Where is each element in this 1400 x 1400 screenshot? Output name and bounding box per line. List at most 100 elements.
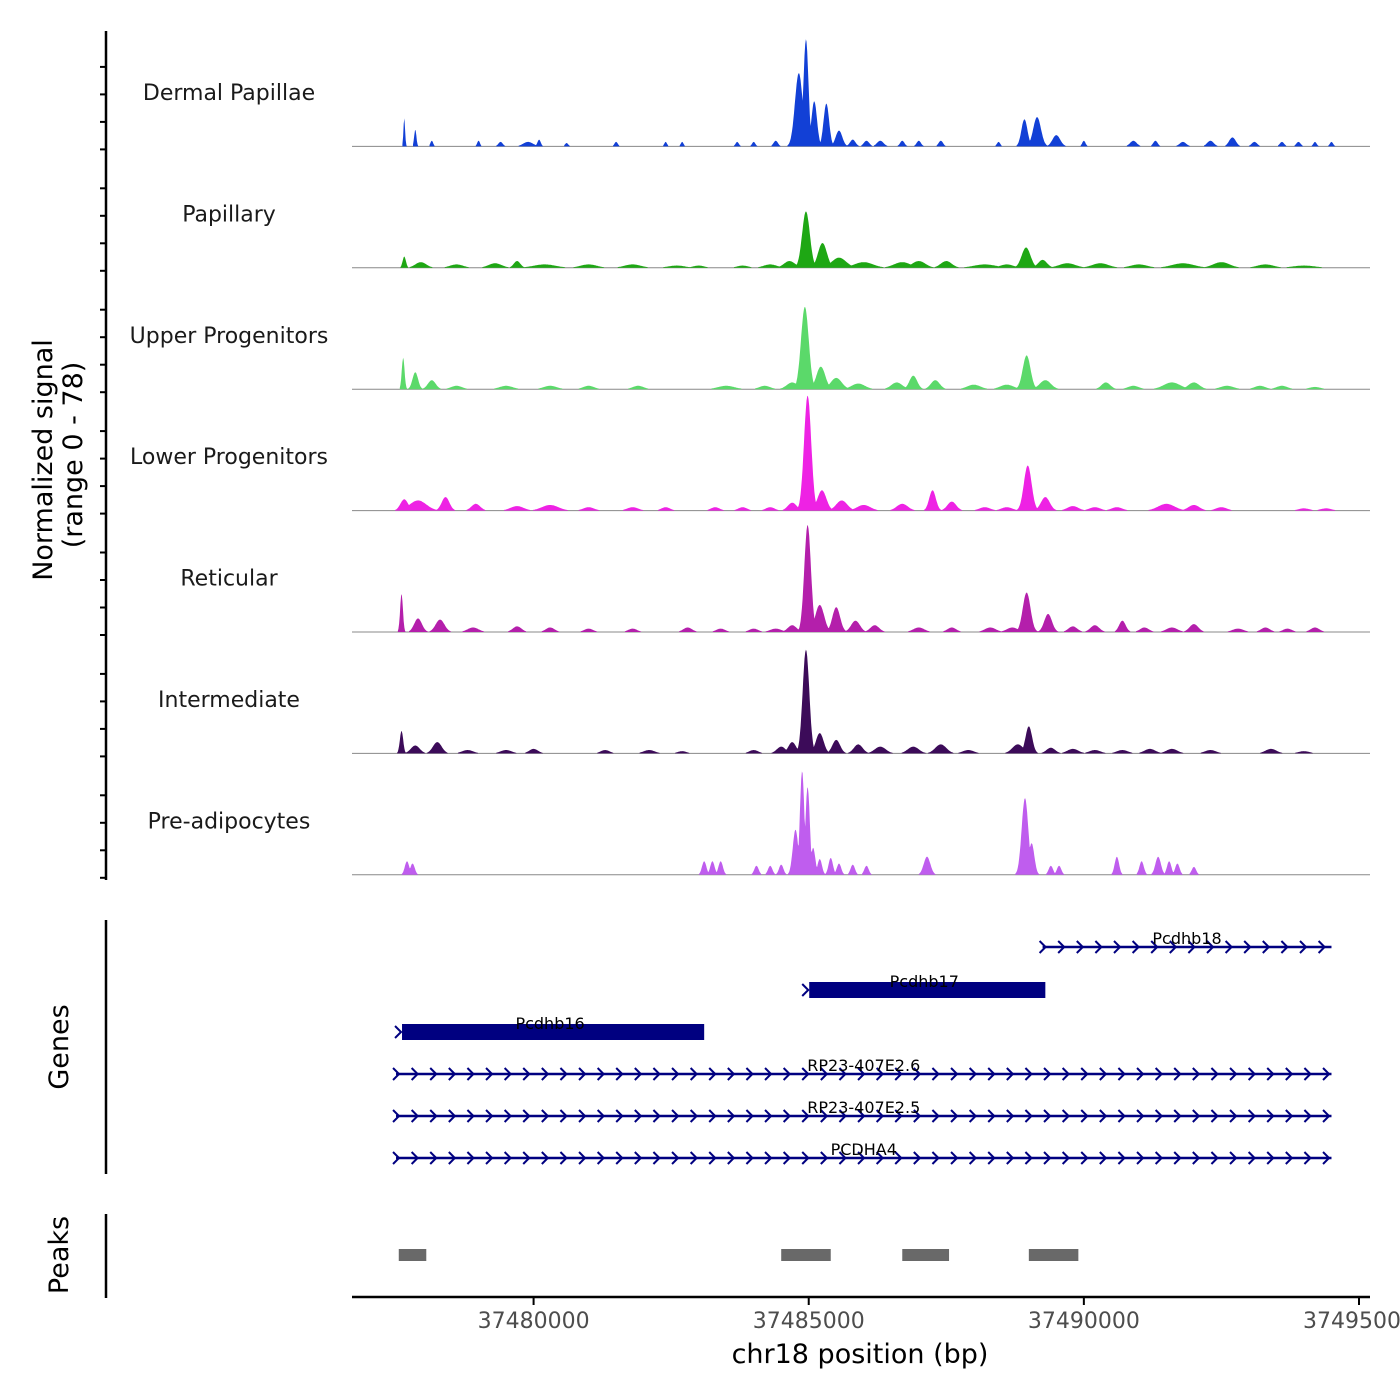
strand-arrow [987, 1067, 996, 1081]
strand-arrow [522, 1151, 531, 1165]
x-axis-label: chr18 position (bp) [732, 1339, 989, 1370]
strand-arrow [1247, 1151, 1257, 1165]
x-axis-ticks: 37480000 37485000 37490000 37495000 [478, 1297, 1400, 1334]
strand-arrow [1154, 1067, 1164, 1081]
track-label: Dermal Papillae [143, 81, 315, 106]
gene-label: Pcdhb17 [890, 972, 959, 991]
strand-arrow [448, 1067, 457, 1081]
track-papillary: Papillary [182, 202, 1370, 269]
strand-arrow [634, 1109, 643, 1123]
gene-rp23-407e2-5: RP23-407E2.5 [392, 1098, 1332, 1123]
strand-arrow [652, 1151, 661, 1165]
gene-pcdha4: PCDHA4 [392, 1140, 1332, 1165]
strand-arrow [745, 1109, 754, 1123]
strand-arrow [1043, 1109, 1052, 1123]
peak-region [398, 1249, 427, 1261]
coverage-area [400, 211, 1323, 268]
strand-arrow [392, 1151, 401, 1165]
strand-arrow [410, 1067, 420, 1081]
peak-region-track [398, 1249, 1079, 1261]
gene-annotation-track: Pcdhb18 Pcdhb17 Pcdhb16 RP23-407E2.6 RP23-40… [392, 929, 1332, 1165]
x-tick-label: 37495000 [1303, 1309, 1400, 1334]
strand-arrow [1150, 940, 1159, 954]
strand-arrow [838, 1151, 847, 1165]
strand-arrow [1080, 1151, 1089, 1165]
gene-pcdhb18: Pcdhb18 [1038, 929, 1332, 954]
track-label: Lower Progenitors [130, 445, 328, 470]
strand-arrow [764, 1109, 773, 1123]
strand-arrow [1136, 1067, 1145, 1081]
strand-arrow [1024, 1151, 1033, 1165]
track-pre-adipocytes: Pre-adipocytes [148, 771, 1370, 876]
track-intermediate: Intermediate [158, 649, 1370, 754]
strand-arrow [801, 983, 810, 997]
strand-arrow [1154, 1109, 1164, 1123]
strand-arrow [708, 1151, 717, 1165]
strand-arrow [615, 1151, 624, 1165]
strand-arrow [820, 1067, 829, 1081]
y-axis-label-line2: (range 0 - 78) [58, 362, 89, 549]
strand-arrow [801, 1109, 810, 1123]
peak-region [781, 1249, 831, 1261]
gene-label: RP23-407E2.6 [807, 1056, 920, 1075]
strand-arrow [1080, 1109, 1089, 1123]
strand-arrow [541, 1067, 550, 1081]
peak-region [1028, 1249, 1079, 1261]
strand-arrow [1173, 1109, 1182, 1123]
strand-arrow [485, 1067, 494, 1081]
strand-arrow [671, 1067, 680, 1081]
strand-arrow [1303, 1109, 1312, 1123]
strand-arrow [1285, 1109, 1294, 1123]
strand-arrow [1266, 1067, 1275, 1081]
strand-arrow [559, 1109, 568, 1123]
strand-arrow [745, 1067, 754, 1081]
strand-arrow [1043, 1151, 1052, 1165]
strand-arrow [559, 1067, 568, 1081]
strand-arrow [615, 1067, 624, 1081]
strand-arrow [782, 1109, 792, 1123]
strand-arrow [894, 1109, 903, 1123]
gene-label: RP23-407E2.5 [807, 1098, 920, 1117]
strand-arrow [634, 1067, 643, 1081]
strand-arrow [913, 1151, 922, 1165]
genes-panel-label: Genes [44, 1004, 75, 1089]
strand-arrow [1006, 1151, 1015, 1165]
strand-arrow [578, 1151, 587, 1165]
strand-arrow [801, 1067, 810, 1081]
strand-arrow [950, 1067, 959, 1081]
strand-arrow [1136, 1151, 1145, 1165]
strand-arrow [968, 1109, 978, 1123]
strand-arrow [1061, 1067, 1071, 1081]
coverage-area [397, 649, 1314, 754]
strand-arrow [727, 1109, 736, 1123]
coverage-tracks: Dermal Papillae Papillary Upper Progenitor… [130, 39, 1370, 876]
strand-arrow [1210, 1067, 1219, 1081]
strand-arrow [857, 1151, 866, 1165]
strand-arrow [1187, 940, 1196, 954]
strand-arrow [857, 1067, 866, 1081]
strand-arrow [671, 1151, 680, 1165]
strand-arrow [950, 1109, 959, 1123]
strand-arrow [1057, 940, 1066, 954]
strand-arrow [394, 1025, 403, 1039]
strand-arrow [1285, 1067, 1294, 1081]
strand-arrow [1099, 1151, 1108, 1165]
strand-arrow [1206, 940, 1215, 954]
strand-arrow [1229, 1067, 1238, 1081]
strand-arrow [1303, 1067, 1312, 1081]
strand-arrow [689, 1109, 699, 1123]
strand-arrow [1192, 1067, 1201, 1081]
strand-arrow [1099, 1067, 1108, 1081]
strand-arrow [987, 1109, 996, 1123]
strand-arrow [1224, 940, 1234, 954]
x-tick-label: 37490000 [1028, 1309, 1140, 1334]
strand-arrow [1229, 1109, 1238, 1123]
track-reticular: Reticular [180, 525, 1370, 633]
strand-arrow [875, 1109, 885, 1123]
x-tick-label: 37485000 [753, 1309, 865, 1334]
strand-arrow [1131, 940, 1141, 954]
strand-arrow [820, 1109, 829, 1123]
strand-arrow [541, 1109, 550, 1123]
strand-arrow [1038, 940, 1048, 954]
coverage-area [397, 525, 1325, 632]
